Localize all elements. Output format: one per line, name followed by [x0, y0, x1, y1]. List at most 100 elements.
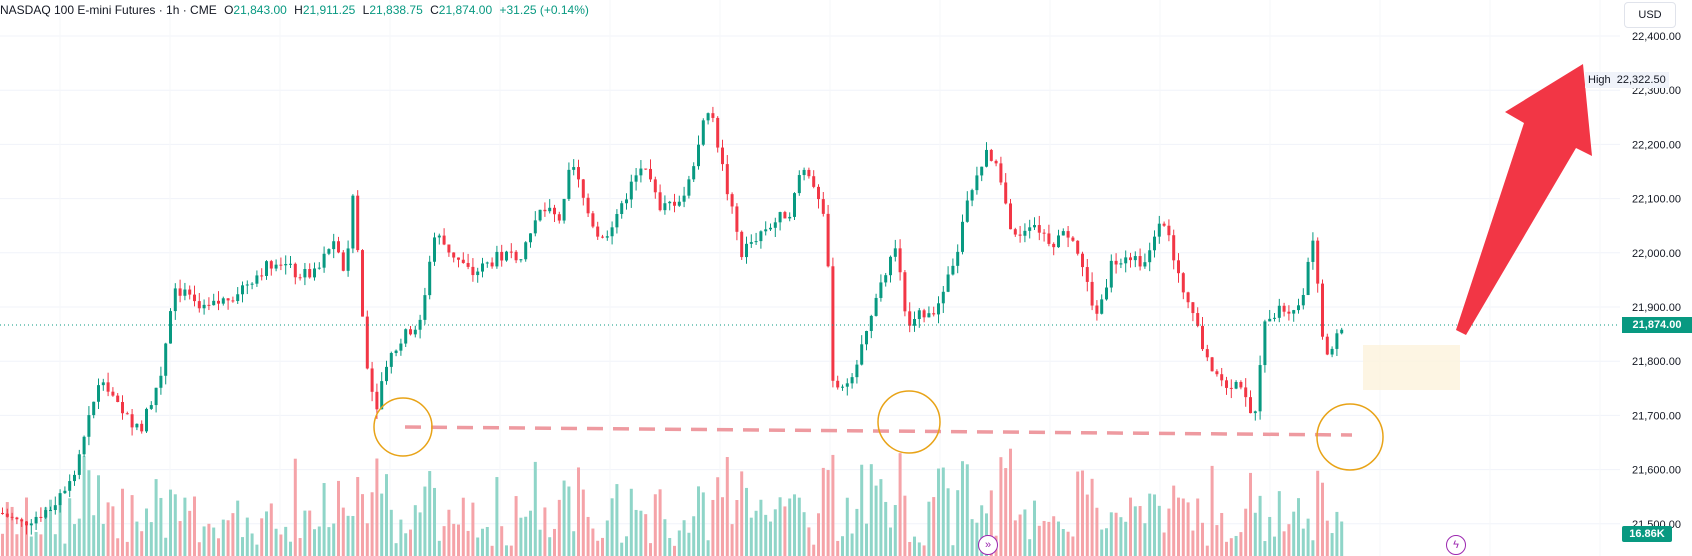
candle-body [1148, 250, 1152, 263]
close-value: 21,874.00 [438, 3, 493, 17]
volume-bar [980, 505, 984, 556]
volume-bar [557, 499, 561, 556]
volume-bar [874, 485, 878, 556]
open-label: O [224, 3, 234, 17]
y-tick-label: 22,100.00 [1632, 194, 1681, 206]
currency-button[interactable]: USD [1624, 2, 1676, 28]
volume-bar [1081, 470, 1084, 556]
volume-bar [1066, 531, 1070, 556]
candle-body [476, 271, 480, 276]
volume-bar [884, 501, 888, 556]
candle-body [337, 241, 340, 253]
volume-bar [764, 514, 768, 556]
bottom-circle-3 [1316, 403, 1384, 471]
candle-body [1340, 329, 1344, 334]
candle-body [63, 490, 67, 494]
volume-bar [385, 474, 388, 556]
volume-bar [581, 489, 585, 556]
candle-body [946, 274, 950, 292]
volume-bar [1129, 497, 1132, 556]
candle-body [1210, 357, 1214, 372]
candle-body [869, 315, 873, 331]
volume-bar [1133, 506, 1137, 556]
candle-body [1186, 292, 1190, 303]
volume-bar [706, 540, 710, 556]
volume-bar [749, 517, 753, 556]
candle-body [130, 414, 134, 428]
volume-bar [605, 520, 609, 556]
candle-body [1244, 387, 1248, 398]
volume-bar [1009, 448, 1012, 556]
candle-body [394, 350, 398, 354]
y-tick-label: 22,000.00 [1632, 248, 1681, 260]
candle-body [1023, 230, 1027, 236]
candle-body [188, 289, 192, 295]
volume-bar [548, 537, 552, 556]
candle-body [1081, 253, 1084, 268]
candle-body [303, 269, 307, 278]
volume-bar [375, 458, 379, 556]
volume-bar [380, 493, 384, 556]
candle-body [116, 395, 120, 403]
volume-bar [317, 526, 321, 556]
volume-bar [116, 538, 120, 556]
candle-body [653, 179, 657, 193]
candle-body [865, 330, 868, 345]
candle-body [1325, 336, 1329, 355]
candle-body [284, 264, 288, 266]
candle-body [53, 505, 57, 511]
fast-forward-icon[interactable]: » [978, 535, 998, 555]
volume-bar [711, 499, 715, 556]
candle-body [193, 294, 196, 302]
candle-body [15, 517, 19, 520]
volume-bar [850, 533, 854, 556]
volume-bar [274, 528, 278, 556]
volume-bar [145, 508, 148, 556]
support-line [404, 425, 1353, 437]
volume-bar [562, 480, 566, 556]
candle-body [999, 163, 1003, 183]
candle-body [913, 318, 916, 326]
volume-bar [1263, 541, 1267, 556]
candle-body [241, 285, 244, 295]
candle-body [1157, 223, 1161, 237]
candle-body [668, 201, 672, 204]
volume-bar [533, 461, 537, 556]
volume-bar [241, 537, 244, 556]
candle-body [538, 209, 542, 221]
symbol-name[interactable]: NASDAQ 100 E-mini Futures · 1h · CME [0, 3, 217, 17]
candle-body [663, 203, 667, 211]
candle-body [932, 313, 936, 315]
volume-bar [121, 488, 124, 556]
candle-body [217, 300, 220, 304]
volume-bar [178, 521, 182, 556]
volume-bar [250, 533, 254, 556]
candle-body [1009, 203, 1012, 230]
highlight-zone [1363, 345, 1460, 390]
candle-body [1013, 229, 1017, 235]
candle-body [572, 167, 576, 170]
candle-body [591, 213, 595, 227]
volume-bar [365, 523, 369, 556]
volume-bar [893, 505, 897, 556]
volume-bar [658, 489, 662, 556]
price-axis: 22,400.00 22,300.00 22,200.00 22,100.00 22,0… [1632, 31, 1681, 531]
volume-bar [461, 497, 465, 556]
candle-body [1239, 381, 1243, 388]
candle-body [649, 168, 652, 180]
candle-body [711, 113, 715, 118]
candle-body [452, 252, 456, 258]
candle-body [202, 304, 206, 309]
candle-body [725, 164, 729, 195]
candle-body [716, 117, 720, 148]
candle-body [701, 120, 705, 145]
candle-body [20, 519, 24, 522]
volume-bar [601, 537, 604, 556]
candle-body [97, 385, 100, 402]
lightning-icon[interactable]: ϟ [1446, 535, 1466, 555]
candle-body [125, 413, 129, 415]
volume-bar [73, 524, 76, 556]
volume-tag: 16.86K [1622, 526, 1672, 542]
volume-bar [1105, 528, 1108, 556]
